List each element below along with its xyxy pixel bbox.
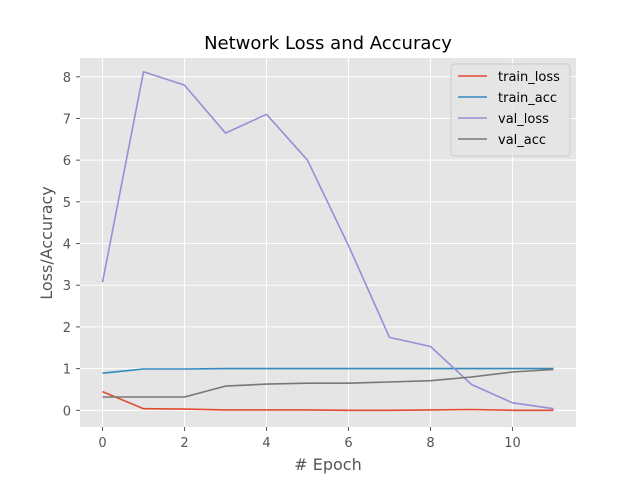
- x-tick-label: 10: [504, 436, 521, 451]
- x-axis-label: # Epoch: [294, 455, 361, 474]
- legend-label-val_loss: val_loss: [498, 112, 549, 127]
- x-tick-label: 4: [262, 436, 270, 451]
- y-tick-label: 2: [63, 321, 71, 336]
- series-lines: [101, 71, 554, 412]
- x-tick-label: 8: [426, 436, 434, 451]
- y-tick-label: 1: [63, 363, 71, 378]
- legend-label-train_loss: train_loss: [498, 70, 560, 85]
- series-line-train_loss: [102, 390, 554, 412]
- y-tick-label: 6: [63, 154, 71, 169]
- y-axis-label: Loss/Accuracy: [37, 186, 56, 300]
- series-line-train_acc: [102, 367, 554, 374]
- x-tick-label: 0: [98, 436, 106, 451]
- ticks: 0 2 4 6 8 10 0 1 2 3 4 5 6 7 8: [63, 71, 521, 451]
- x-tick-label: 2: [180, 436, 188, 451]
- x-tick-label: 6: [344, 436, 352, 451]
- y-tick-label: 3: [63, 279, 71, 294]
- legend-label-val_acc: val_acc: [498, 133, 546, 148]
- series-line-val_acc: [102, 368, 554, 398]
- series-line-val_loss: [101, 71, 554, 410]
- chart-title: Network Loss and Accuracy: [204, 33, 452, 54]
- y-tick-label: 7: [63, 112, 71, 127]
- legend-box: [450, 63, 571, 157]
- y-tick-label: 0: [63, 404, 71, 419]
- y-tick-label: 4: [63, 238, 71, 253]
- y-tick-label: 8: [63, 71, 71, 86]
- y-tick-label: 5: [63, 196, 71, 211]
- legend-label-train_acc: train_acc: [498, 91, 557, 106]
- legend: train_loss train_acc val_loss val_acc: [450, 63, 571, 157]
